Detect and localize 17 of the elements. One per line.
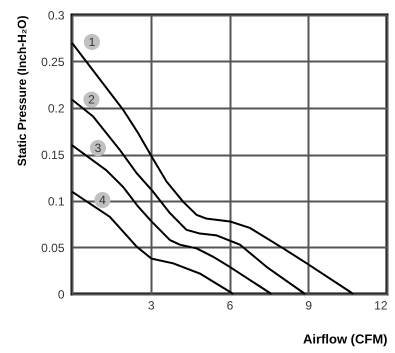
annotation: 2	[88, 92, 96, 107]
x-axis-title: Airflow (CFM)	[303, 332, 388, 346]
annotation: 1	[88, 34, 96, 49]
x-tick-label: 9	[305, 298, 312, 312]
annotation: 4	[99, 193, 106, 208]
y-tick-label: 0.25	[41, 55, 65, 69]
x-tick-label: 12	[374, 298, 388, 312]
y-tick-label: 0.15	[41, 148, 65, 162]
y-tick-label: 0.05	[41, 241, 65, 255]
y-tick-label: 0.1	[48, 194, 65, 208]
x-tick-label: 6	[226, 298, 234, 312]
y-tick-label: 0.2	[48, 102, 65, 116]
annotation: 3	[94, 140, 102, 155]
x-tick-label: 3	[148, 298, 155, 312]
y-tick-label: 0	[58, 288, 65, 302]
y-axis-title: Static Pressure (Inch-H₂O)	[15, 15, 30, 166]
y-tick-label: 0.3	[48, 8, 65, 22]
